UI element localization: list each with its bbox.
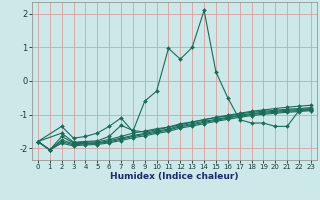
X-axis label: Humidex (Indice chaleur): Humidex (Indice chaleur) xyxy=(110,172,239,181)
